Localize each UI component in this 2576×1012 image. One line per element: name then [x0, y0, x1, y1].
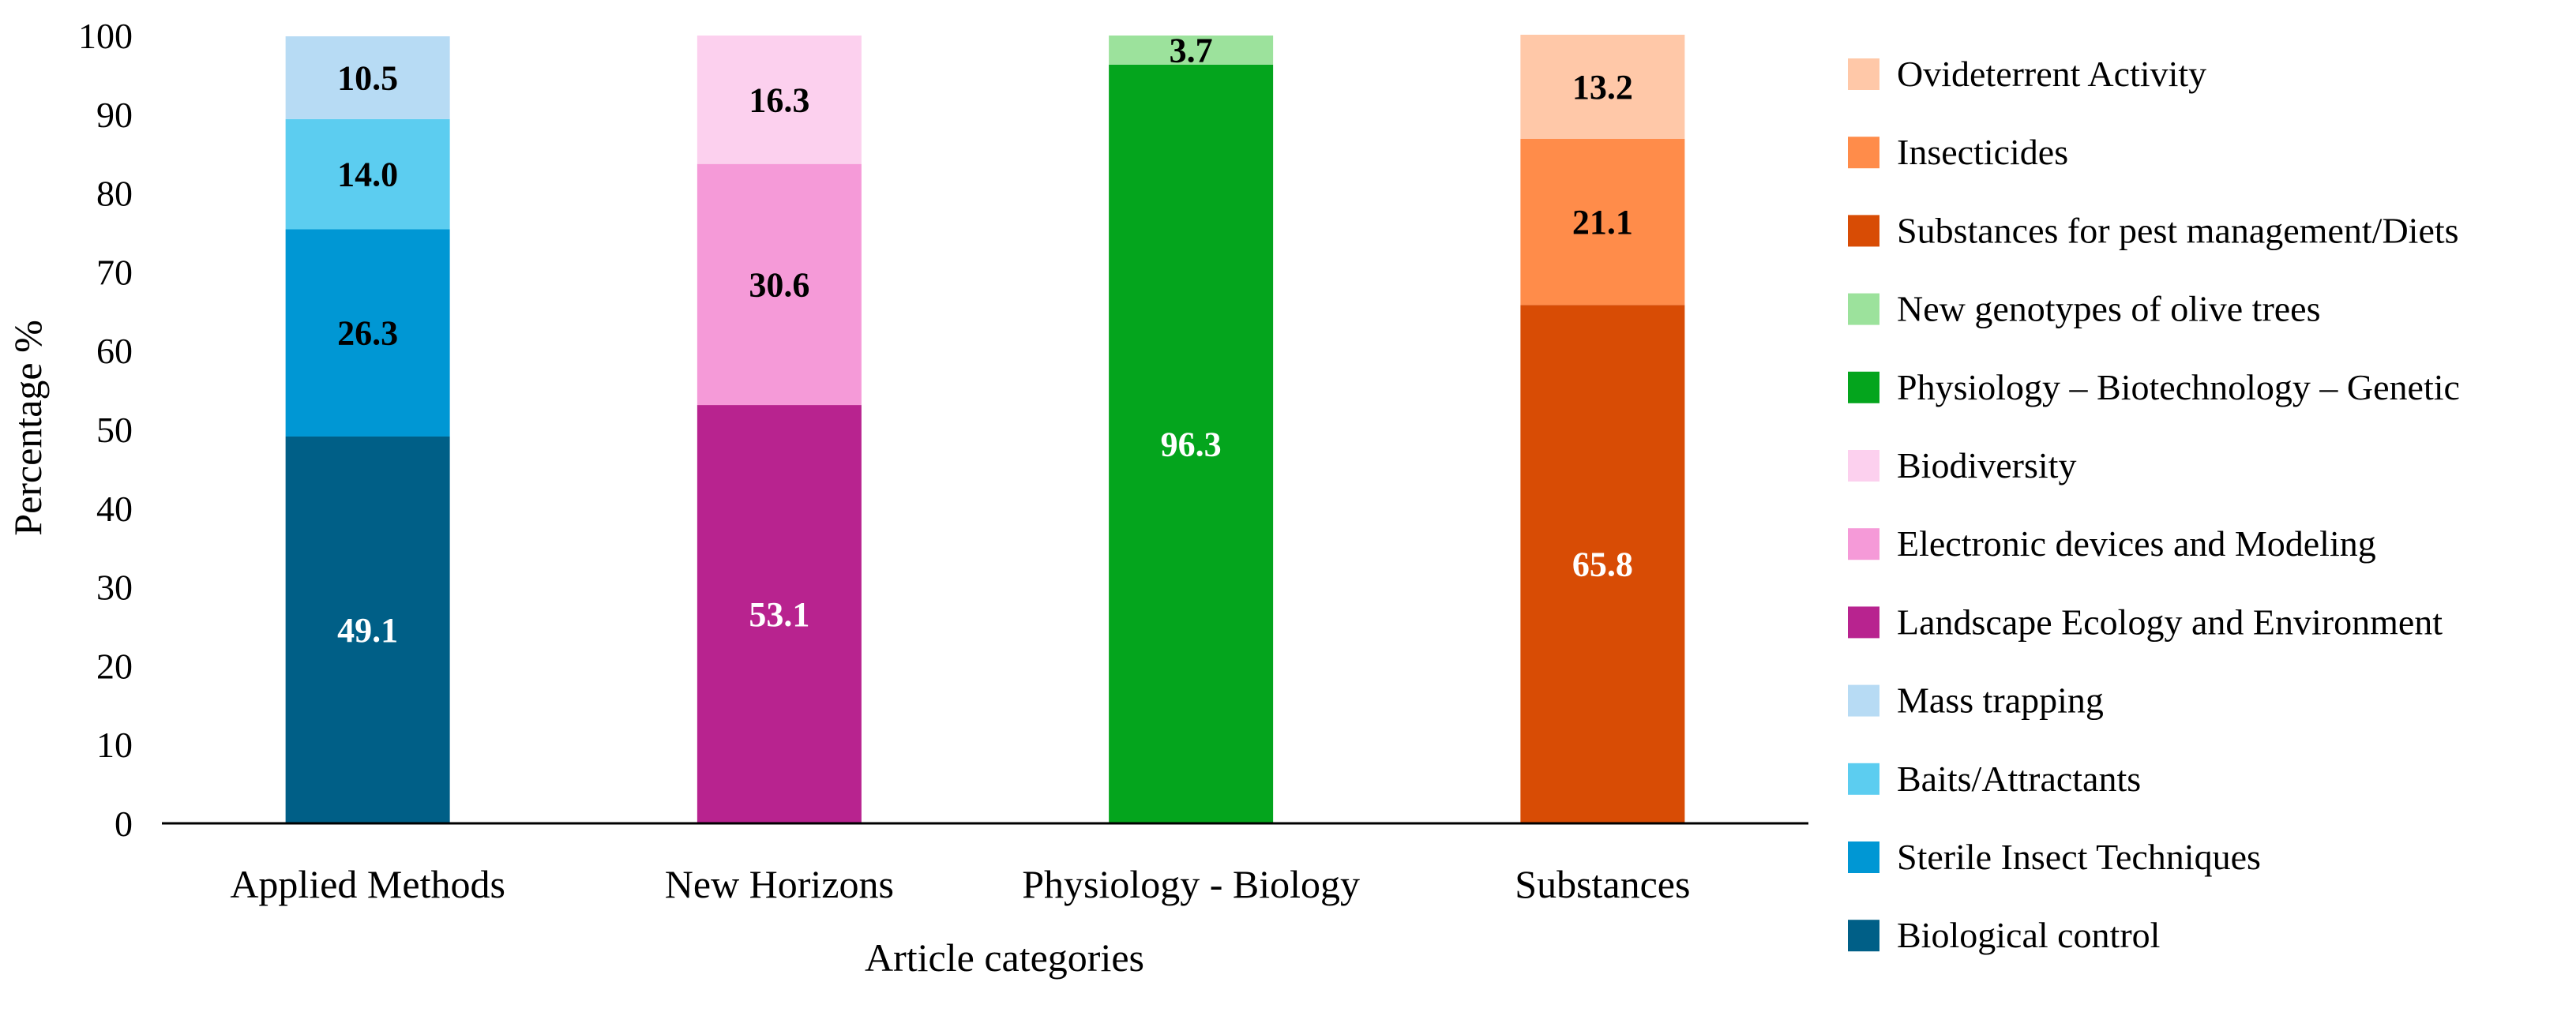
- bar-segment: [1520, 138, 1685, 305]
- legend-label: Substances for pest management/Diets: [1897, 210, 2459, 250]
- legend-item: Sterile Insect Techniques: [1848, 837, 2261, 877]
- legend-item: Mass trapping: [1848, 680, 2104, 721]
- bar-segment: [1109, 64, 1274, 823]
- data-label: 14.0: [337, 156, 398, 194]
- data-label: 65.8: [1572, 545, 1633, 584]
- legend-item: Insecticides: [1848, 132, 2068, 172]
- y-axis-ticks: 0 10 20 30 40 50 60 70 80 90 100: [78, 16, 133, 844]
- legend-label: Biodiversity: [1897, 445, 2076, 485]
- legend-label: Biological control: [1897, 915, 2160, 955]
- bar-segment: [285, 36, 450, 119]
- y-tick-label: 70: [96, 252, 133, 292]
- category-label: Applied Methods: [230, 862, 505, 906]
- legend-item: Physiology – Biotechnology – Genetic: [1848, 367, 2460, 407]
- legend-item: Electronic devices and Modeling: [1848, 523, 2376, 564]
- legend-swatch: [1848, 58, 1879, 90]
- legend-label: Insecticides: [1897, 132, 2068, 172]
- y-axis-title: Percentage %: [6, 320, 50, 535]
- y-tick-label: 10: [96, 725, 133, 765]
- data-label: 26.3: [337, 314, 398, 353]
- bar-segment: [1520, 305, 1685, 823]
- legend-item: Landscape Ecology and Environment: [1848, 602, 2443, 642]
- y-tick-label: 20: [96, 646, 133, 686]
- bar-segment: [1520, 35, 1685, 139]
- category-label: New Horizons: [665, 862, 894, 906]
- legend-label: Baits/Attractants: [1897, 759, 2141, 799]
- legend-item: Baits/Attractants: [1848, 759, 2141, 799]
- legend-swatch: [1848, 841, 1879, 873]
- legend-swatch: [1848, 528, 1879, 560]
- y-tick-label: 40: [96, 489, 133, 529]
- data-label: 53.1: [749, 595, 809, 634]
- data-label: 10.5: [337, 58, 398, 97]
- legend-label: New genotypes of olive trees: [1897, 289, 2321, 329]
- bar-segment: [285, 436, 450, 823]
- category-labels: Applied Methods New Horizons Physiology - …: [230, 862, 1690, 906]
- y-tick-label: 30: [96, 568, 133, 608]
- legend-item: Biodiversity: [1848, 445, 2076, 485]
- legend-item: Substances for pest management/Diets: [1848, 210, 2459, 250]
- legend: Ovideterrent Activity Insecticides Substan…: [1848, 54, 2460, 955]
- y-tick-label: 80: [96, 174, 133, 214]
- y-tick-label: 90: [96, 95, 133, 135]
- data-label: 30.6: [749, 265, 809, 304]
- category-label: Substances: [1515, 862, 1690, 906]
- legend-swatch: [1848, 606, 1879, 639]
- bar-segment: [697, 405, 862, 823]
- data-label: 49.1: [337, 611, 398, 650]
- legend-label: Sterile Insect Techniques: [1897, 837, 2261, 877]
- legend-swatch: [1848, 920, 1879, 952]
- data-label: 16.3: [749, 81, 809, 119]
- legend-swatch: [1848, 215, 1879, 247]
- legend-label: Mass trapping: [1897, 680, 2104, 721]
- data-label: 13.2: [1572, 68, 1633, 107]
- legend-swatch: [1848, 763, 1879, 795]
- legend-item: Ovideterrent Activity: [1848, 54, 2206, 94]
- data-label: 96.3: [1161, 425, 1222, 463]
- legend-swatch: [1848, 450, 1879, 482]
- legend-swatch: [1848, 684, 1879, 717]
- y-tick-label: 100: [78, 16, 133, 56]
- legend-swatch: [1848, 137, 1879, 169]
- category-label: Physiology - Biology: [1022, 862, 1360, 906]
- x-axis-title: Article categories: [865, 935, 1144, 980]
- bar-segment: [697, 36, 862, 164]
- legend-label: Electronic devices and Modeling: [1897, 523, 2376, 564]
- bar-segment: [697, 163, 862, 406]
- legend-item: New genotypes of olive trees: [1848, 289, 2321, 329]
- y-tick-label: 50: [96, 410, 133, 450]
- data-label: 3.7: [1170, 31, 1213, 69]
- bar-segment: [285, 118, 450, 230]
- y-tick-label: 60: [96, 331, 133, 371]
- legend-swatch: [1848, 371, 1879, 403]
- bar-segment: [1109, 36, 1274, 65]
- legend-label: Landscape Ecology and Environment: [1897, 602, 2443, 642]
- legend-swatch: [1848, 293, 1879, 325]
- y-tick-label: 0: [115, 804, 133, 844]
- bar-segment: [285, 229, 450, 437]
- legend-label: Physiology – Biotechnology – Genetic: [1897, 367, 2460, 407]
- bars: 49.1 26.3 14.0 10.5 53.1 30.6 16.3 96.3 3.7 65.8 2…: [285, 31, 1685, 823]
- data-label: 21.1: [1572, 203, 1633, 242]
- legend-item: Biological control: [1848, 915, 2160, 955]
- legend-label: Ovideterrent Activity: [1897, 54, 2206, 94]
